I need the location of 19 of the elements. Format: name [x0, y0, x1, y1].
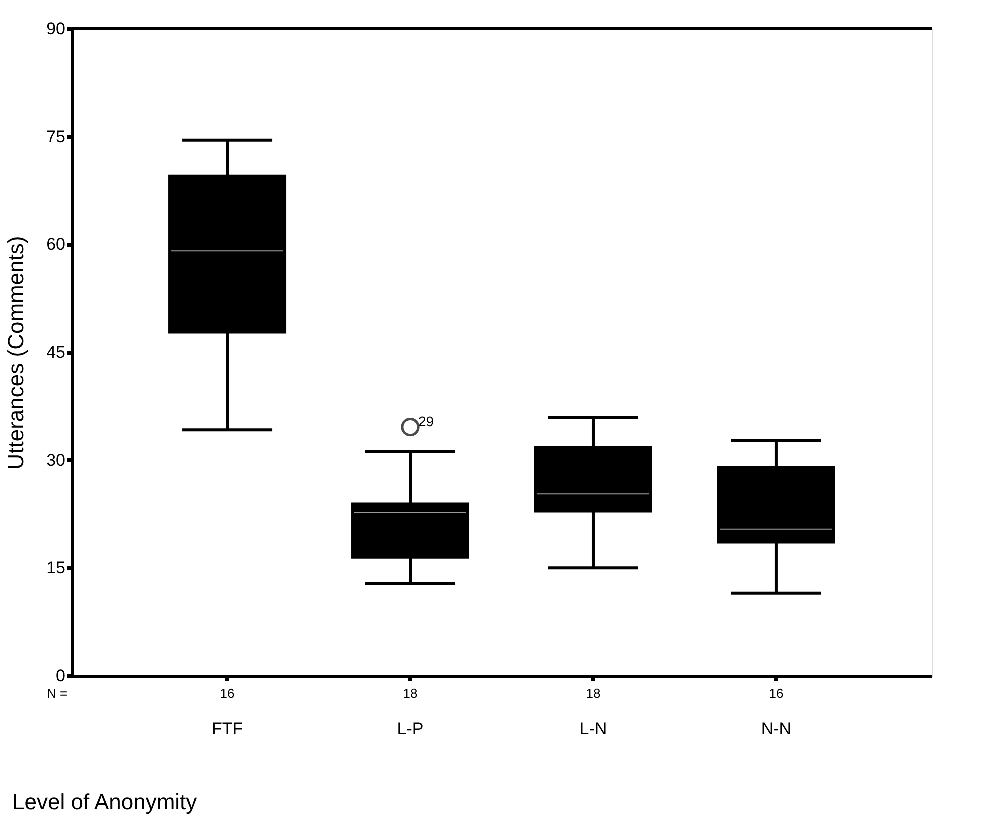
text: N = — [47, 686, 68, 701]
x-tick-label: FTF — [212, 720, 244, 738]
x-tick-label: N-N — [761, 720, 792, 738]
x-tick-label: L-P — [397, 720, 424, 738]
y-tick-label: 30 — [46, 450, 66, 470]
x-axis-title: Level of Anonymity — [12, 790, 198, 814]
y-tick-label: 45 — [46, 343, 66, 362]
y-tick-label: 0 — [56, 666, 66, 686]
y-tick-label: 60 — [46, 235, 66, 254]
y-tick-label: 90 — [46, 20, 66, 38]
x-tick-label: L-N — [580, 720, 608, 738]
y-tick-label: 75 — [46, 127, 66, 146]
text: 18 — [403, 686, 418, 701]
y-axis-title: Utterances (Comments) — [4, 236, 29, 470]
text: 16 — [220, 686, 235, 701]
annotation: 29 — [418, 413, 434, 430]
text: 16 — [769, 686, 784, 701]
text: 18 — [586, 686, 601, 701]
y-tick-label: 15 — [46, 558, 66, 578]
